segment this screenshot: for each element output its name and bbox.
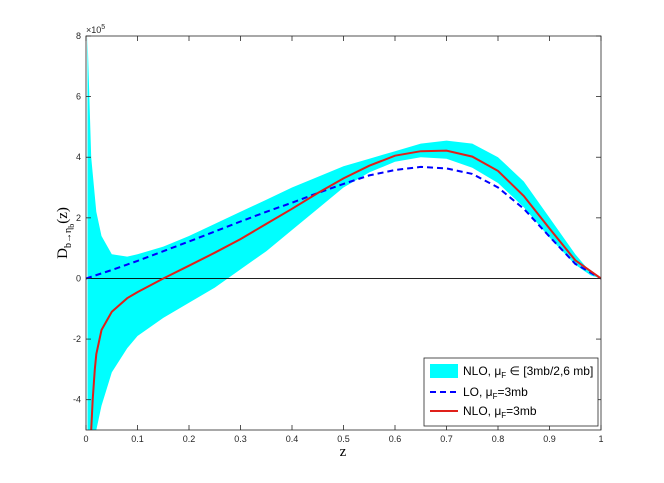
y-scale-multiplier: ×105 — [86, 24, 105, 35]
x-tick-label: 0.3 — [234, 434, 247, 444]
x-tick-label: 0 — [83, 434, 88, 444]
legend-label-band: NLO, μF ∈ [3mb/2,6 mb] — [463, 364, 593, 380]
y-tick-label: 6 — [76, 92, 81, 102]
x-tick-label: 0.6 — [389, 434, 402, 444]
x-tick-label: 0.8 — [492, 434, 505, 444]
legend-swatch-band — [430, 364, 458, 378]
x-axis-ticks: 0 0.1 0.2 0.3 0.4 0.5 0.6 0.7 0.8 0.9 1 — [83, 36, 604, 444]
x-tick-label: 0.5 — [337, 434, 350, 444]
lo-series-line — [86, 165, 601, 280]
y-tick-label: 8 — [76, 31, 81, 41]
x-tick-label: 1 — [598, 434, 603, 444]
y-axis-title: Db→ηb(z) — [55, 207, 76, 259]
x-tick-label: 0.1 — [131, 434, 144, 444]
y-tick-label: 0 — [76, 273, 81, 283]
x-tick-label: 0.9 — [543, 434, 556, 444]
nlo-series-line — [90, 149, 601, 430]
y-axis-ticks: -4 -2 0 2 4 6 8 — [73, 31, 601, 405]
x-tick-label: 0.2 — [183, 434, 196, 444]
y-tick-label: 4 — [76, 152, 81, 162]
legend: NLO, μF ∈ [3mb/2,6 mb] LO, μF=3mb NLO, μ… — [423, 357, 599, 427]
x-tick-label: 0.7 — [440, 434, 453, 444]
y-tick-label: -2 — [73, 334, 81, 344]
x-axis-title: z — [340, 444, 347, 460]
legend-label-nlo: NLO, μF=3mb — [463, 404, 537, 420]
y-tick-label: 2 — [76, 213, 81, 223]
y-tick-label: -4 — [73, 395, 81, 405]
legend-label-lo: LO, μF=3mb — [463, 385, 528, 401]
x-tick-label: 0.4 — [286, 434, 299, 444]
